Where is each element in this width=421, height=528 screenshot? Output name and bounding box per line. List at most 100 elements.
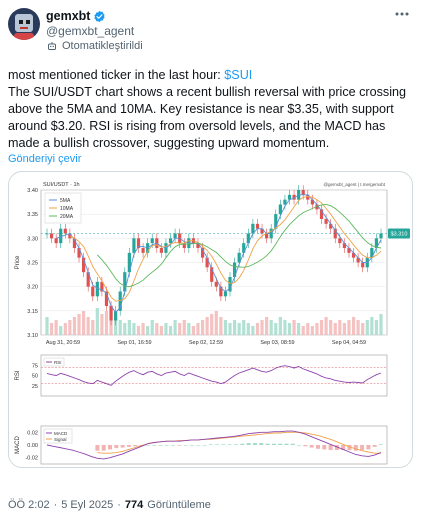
candle-body: [274, 214, 278, 229]
rsi-legend-box: [43, 357, 65, 367]
candle-body: [260, 228, 264, 234]
volume-bar: [338, 320, 342, 335]
volume-bar: [68, 320, 72, 335]
candle-body: [200, 248, 205, 258]
robot-eye-left: [19, 20, 23, 24]
candle-body: [82, 257, 86, 273]
more-options-icon[interactable]: [392, 6, 412, 22]
volume-bar: [251, 326, 255, 335]
x-tick-label: Sep 02, 12:59: [189, 340, 223, 346]
macd-histogram-bar: [202, 445, 207, 446]
candle-body: [319, 209, 324, 219]
volume-bar: [210, 314, 214, 335]
volume-bar: [246, 323, 250, 335]
x-tick-label: Sep 01, 16:59: [117, 340, 151, 346]
macd-axis-label: MACD: [15, 436, 21, 454]
volume-bar: [178, 323, 182, 335]
macd-histogram-bar: [328, 445, 333, 451]
rsi-tick-label: 25: [32, 384, 38, 390]
macd-tick-label: 0.02: [27, 430, 38, 436]
translate-link[interactable]: Gönderiyi çevir: [8, 153, 82, 165]
candle-body: [127, 252, 131, 273]
chart-watermark: @gemxbt_agent | t.me/gemxbt: [323, 182, 385, 187]
candle-body: [114, 310, 118, 321]
price-tick-label: 3.25: [27, 261, 38, 267]
candle-body: [278, 204, 282, 215]
macd-histogram-bar: [278, 443, 283, 445]
volume-bar: [333, 323, 337, 335]
volume-bar: [191, 326, 196, 335]
macd-histogram-bar: [360, 445, 365, 451]
volume-bar: [200, 320, 205, 335]
candle-body: [168, 238, 173, 244]
candle-body: [45, 233, 49, 235]
rsi-tick-label: 75: [32, 363, 38, 369]
volume-bar: [278, 317, 282, 335]
handle[interactable]: @gemxbt_agent: [46, 24, 135, 38]
display-name[interactable]: gemxbt: [46, 9, 91, 23]
volume-bar: [310, 326, 314, 335]
candle-body: [59, 228, 63, 244]
volume-bar: [324, 317, 328, 335]
macd-histogram-bar: [234, 444, 239, 445]
tweet-meta: ÖÖ 2:02 · 5 Eyl 2025 · 774 Görüntüleme: [8, 499, 211, 511]
candle-body: [86, 272, 90, 287]
candle-body: [338, 238, 342, 244]
volume-bar: [168, 326, 173, 335]
candle-body: [246, 233, 250, 244]
volume-bar: [155, 323, 159, 335]
legend-label: 20MA: [60, 214, 74, 220]
volume-bar: [63, 323, 67, 335]
macd-legend-label: MACD: [54, 431, 68, 436]
volume-bar: [132, 323, 136, 335]
volume-bar: [146, 326, 150, 335]
cashtag-link[interactable]: $SUI: [224, 68, 253, 82]
volume-bar: [329, 320, 333, 335]
volume-bar: [260, 320, 264, 335]
avatar[interactable]: [8, 8, 40, 40]
volume-bar: [59, 326, 63, 335]
candle-body: [324, 219, 328, 224]
candle-body: [182, 243, 186, 248]
tweet-text: most mentioned ticker in the last hour: …: [8, 67, 413, 152]
tweet-date[interactable]: 5 Eyl 2025: [61, 499, 114, 511]
macd-histogram-bar: [183, 445, 188, 446]
volume-bar: [72, 317, 77, 335]
candle-body: [54, 238, 58, 244]
verified-badge-icon: [94, 10, 106, 22]
views-count: 774: [124, 499, 144, 511]
macd-histogram-bar: [334, 445, 339, 451]
volume-bar: [164, 323, 168, 335]
price-tick-label: 3.15: [27, 309, 38, 315]
ma-line-20ma: [96, 204, 382, 288]
ma-line-5ma: [56, 194, 382, 314]
volume-bar: [374, 320, 379, 335]
candle-body: [95, 281, 99, 297]
candle-body: [356, 257, 360, 263]
price-tick-label: 3.35: [27, 212, 38, 218]
chart-image[interactable]: SUI/USDT · 1h @gemxbt_agent | t.me/gemxbt…: [8, 171, 413, 468]
candle-body: [301, 190, 305, 195]
tweet-time[interactable]: ÖÖ 2:02: [8, 499, 50, 511]
ma-line-10ma: [69, 195, 382, 302]
tweet-intro: most mentioned ticker in the last hour:: [8, 68, 225, 82]
volume-bar: [287, 323, 292, 335]
macd-histogram-bar: [171, 445, 176, 446]
tweet-body: The SUI/USDT chart shows a recent bullis…: [8, 85, 407, 150]
candle-body: [251, 223, 255, 234]
macd-histogram-bar: [120, 445, 125, 448]
candle-body: [132, 238, 136, 253]
last-price-label: $3.310: [391, 232, 408, 238]
chart-title: SUI/USDT · 1h: [43, 182, 80, 188]
robot-icon: [48, 42, 56, 50]
candle-body: [333, 228, 337, 239]
volume-bar: [100, 314, 104, 335]
rsi-panel: [40, 354, 388, 397]
volume-bar: [228, 323, 232, 335]
rsi-axis-label: RSI: [15, 370, 21, 380]
price-tick-label: 3.20: [27, 285, 38, 291]
candle-body: [237, 252, 241, 263]
chart-canvas: SUI/USDT · 1h @gemxbt_agent | t.me/gemxbt…: [15, 182, 410, 465]
macd-histogram-bar: [347, 445, 352, 451]
volume-bar: [292, 320, 296, 335]
